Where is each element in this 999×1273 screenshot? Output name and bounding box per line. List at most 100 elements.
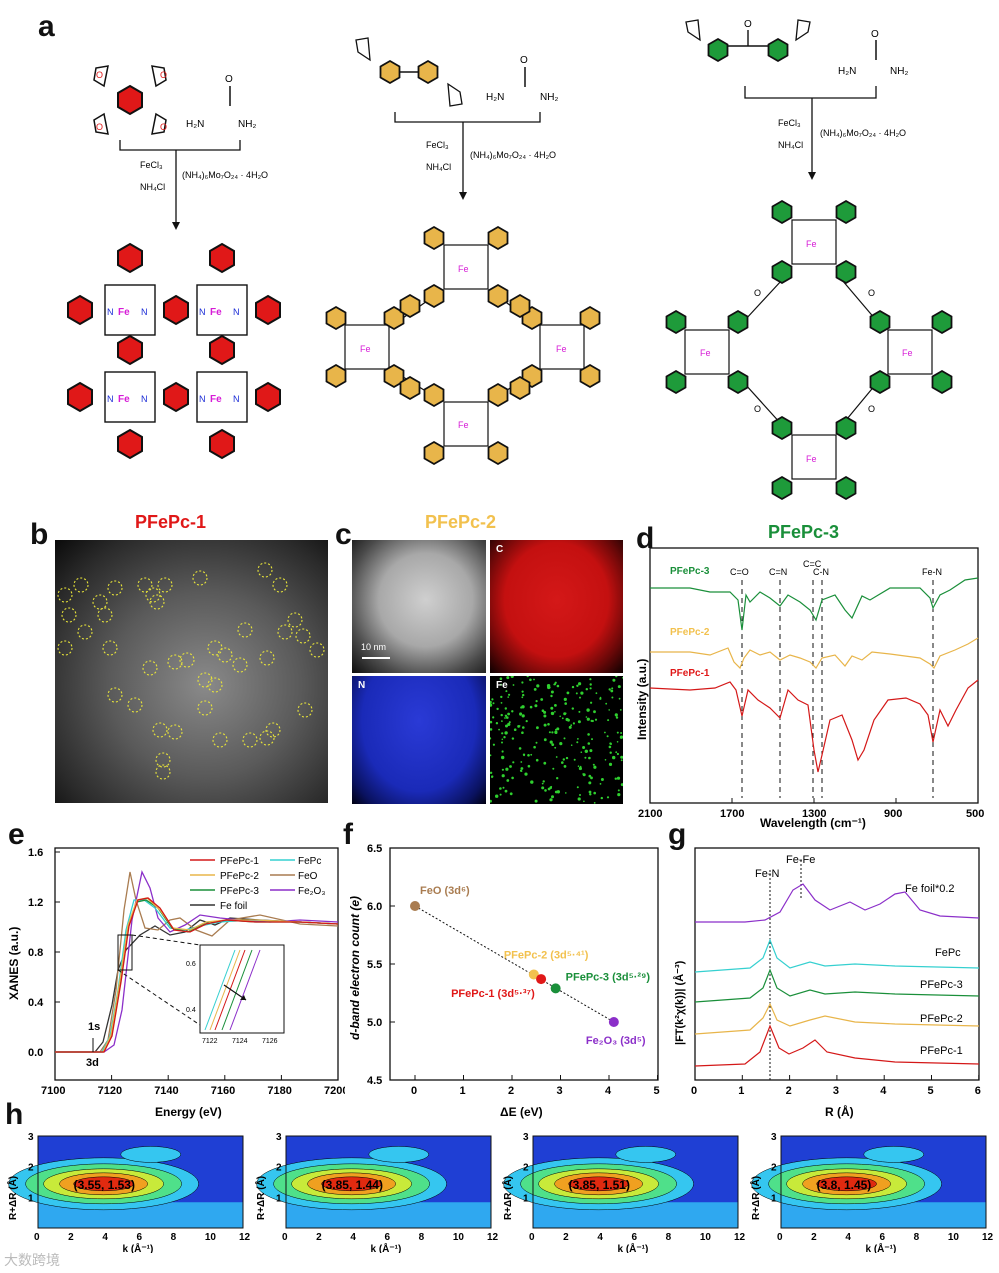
reagent-fecl3-1: FeCl₃ [140,160,163,170]
xanes-ytick: 1.6 [28,847,43,859]
fe-dot [543,738,547,742]
fe-dot [563,697,567,701]
fe-dot [492,743,495,746]
reagent-molybdate-2: (NH₄)₆Mo₇O₂₄ · 4H₂O [470,150,556,160]
wt-xlabel: k (Å⁻¹) [123,1242,154,1253]
fe-dot [530,780,534,784]
dband-xtick: 0 [411,1085,417,1097]
ftir-ann-cc: C=C [803,559,822,569]
wt-xlabel: k (Å⁻¹) [371,1242,402,1253]
panel-letter-f: f [343,818,353,851]
dband-point-label: PFePc-1 (3d⁵·³⁷) [451,988,535,1000]
wt-ytick: 2 [276,1163,282,1174]
dband-xtick: 4 [605,1085,612,1097]
xanes-xtick: 7160 [211,1085,235,1097]
fe-dot [562,758,565,761]
fe-dot [499,787,502,790]
fe-dot [520,706,523,709]
fe-dot [604,759,607,761]
svg-text:Fe: Fe [700,348,711,358]
fe-dot [561,717,564,720]
fe-dot [612,755,616,760]
eds-haadf-tile: 10 nm [352,540,486,673]
fe-dot [490,799,492,803]
fe-dot [550,711,555,716]
wt-xtick: 6 [632,1232,638,1243]
dband-ylabel: d-band electron count (e) [348,896,362,1040]
xanes-ytick: 0.4 [28,997,44,1009]
fe-dot [571,707,574,710]
fe-dot [593,802,596,804]
dband-point [536,974,547,985]
fe-dot [590,776,593,780]
fe-dot [554,711,556,713]
scale-bar-label: 10 nm [361,642,387,652]
fe-dot [577,765,580,767]
svg-text:O: O [868,404,875,414]
eds-c-label: C [496,544,504,555]
fe-dot [548,731,551,734]
dband-point [410,901,420,911]
xanes-xtick: 7100 [41,1085,65,1097]
xanes-xtick: 7180 [267,1085,291,1097]
ftir-ann-cn2: C-N [813,567,829,577]
svg-text:Fe: Fe [210,394,222,405]
fe-dot [490,703,493,707]
fe-dot [608,762,613,766]
dband-point [528,969,539,980]
fe-dot [584,749,588,753]
fe-dot [604,731,606,734]
fe-dot [500,683,502,686]
fe-dot [511,710,514,713]
panel-letter-c: c [335,518,352,551]
fe-dot [578,766,582,771]
ftir-xtick: 900 [884,808,902,820]
fe-dot [615,676,618,678]
exafs-label-2: PFePc-3 [920,979,963,991]
exafs-label-1: FePc [935,947,961,959]
fe-dot [615,751,618,754]
fe-dot [501,720,503,722]
fe-dot [588,756,591,760]
fe-dot [614,713,618,717]
eds-n-label: N [358,680,366,691]
wt-xtick: 12 [239,1232,250,1243]
fe-dot [617,789,620,792]
panel-letter-g: g [668,818,687,851]
ftir-xtick: 2100 [638,808,662,820]
fe-dot [490,771,493,774]
fe-dot [573,758,576,761]
ftir-xtick: 1700 [720,808,744,820]
xanes-ytick: 1.2 [28,897,43,909]
fe-dot [535,700,538,703]
fe-dot [578,682,582,686]
fe-dot [568,725,572,729]
fe-dot [553,683,556,686]
fe-dot [522,693,525,697]
fe-dot [599,697,602,700]
exafs-xtick: 1 [738,1085,744,1097]
wt-ylabel: R+ΔR (Å) [749,1176,762,1220]
wt-maps: (3.55, 1.53) 1 2 3 0 2 4 6 8 10 12 k (Å⁻¹) R+ΔR (Å)(… [0,1128,999,1253]
monomer-pmda: O O O O [93,65,167,135]
svg-text:O: O [754,404,761,414]
fe-dot [550,690,554,694]
panel-letter-a: a [38,10,55,43]
fe-dot [559,742,563,746]
ftir-xtick: 1300 [802,808,826,820]
fe-dot [582,773,586,777]
ftir-label-pfepc-3: PFePc-3 [670,566,710,577]
wt-ytick: 3 [276,1132,282,1143]
fe-dot [608,745,612,749]
dband-point-label: PFePc-3 (3d⁵·²⁹) [566,971,651,983]
fe-dot [511,776,514,780]
svg-text:O: O [871,29,879,40]
svg-text:Fe: Fe [118,307,130,318]
fe-dots [490,676,623,804]
wt-xtick: 4 [845,1232,851,1243]
dband-ytick: 4.5 [367,1075,382,1087]
fe-dot [588,781,592,785]
xanes-inset-xtick-1: 7124 [232,1038,248,1045]
fe-dot [586,708,590,712]
